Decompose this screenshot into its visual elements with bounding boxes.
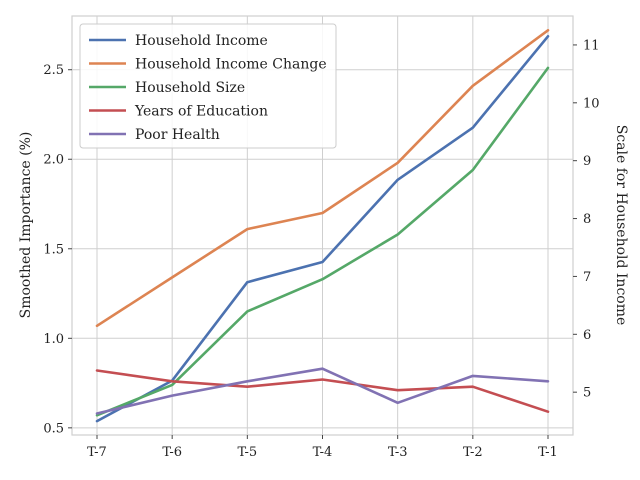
x-tick-label: T-4 (313, 445, 333, 460)
y2-tick-label: 8 (583, 212, 591, 227)
x-tick-label: T-2 (463, 445, 483, 460)
y2-axis-label: Scale for Household Income (613, 125, 629, 326)
y-tick-label: 1.5 (43, 242, 64, 257)
x-tick-label: T-6 (162, 445, 182, 460)
y2-tick-label: 10 (583, 96, 600, 111)
y2-tick-label: 7 (583, 270, 591, 285)
y2-tick-label: 11 (583, 38, 600, 53)
y2-tick-label: 6 (583, 328, 591, 343)
y-tick-label: 2.0 (43, 153, 64, 168)
y-tick-label: 2.5 (43, 63, 64, 78)
series-lines (95, 28, 550, 423)
series-line-household-size (95, 66, 550, 417)
legend-box (79, 23, 337, 149)
legend-label-household-size: Household Size (135, 80, 245, 96)
series-line-household-income-change (95, 28, 550, 328)
legend-label-years-of-education: Years of Education (134, 104, 268, 120)
legend: Household Income Household Income Change H… (79, 23, 337, 149)
legend-label-household-income-change: Household Income Change (135, 57, 327, 73)
y-tick-label: 0.5 (43, 421, 64, 436)
y-tick-label: 1.0 (43, 332, 64, 347)
legend-label-household-income: Household Income (135, 33, 268, 49)
y2-tick-label: 9 (583, 154, 591, 169)
x-tick-label: T-1 (538, 445, 558, 460)
y-axis-label: Smoothed Importance (%) (18, 132, 34, 319)
legend-label-poor-health: Poor Health (135, 127, 220, 143)
x-tick-label: T-5 (237, 445, 257, 460)
x-tick-label: T-3 (388, 445, 408, 460)
axis-ticks: T-7 T-6 T-5 T-4 T-3 T-2 T-1 0.5 1.0 1.5 2.0 2.5 5 6 7 8… (43, 38, 599, 460)
x-tick-label: T-7 (87, 445, 107, 460)
series-line-poor-health (95, 367, 550, 415)
y2-tick-label: 5 (583, 386, 591, 401)
series-line-years-of-education (95, 369, 550, 414)
